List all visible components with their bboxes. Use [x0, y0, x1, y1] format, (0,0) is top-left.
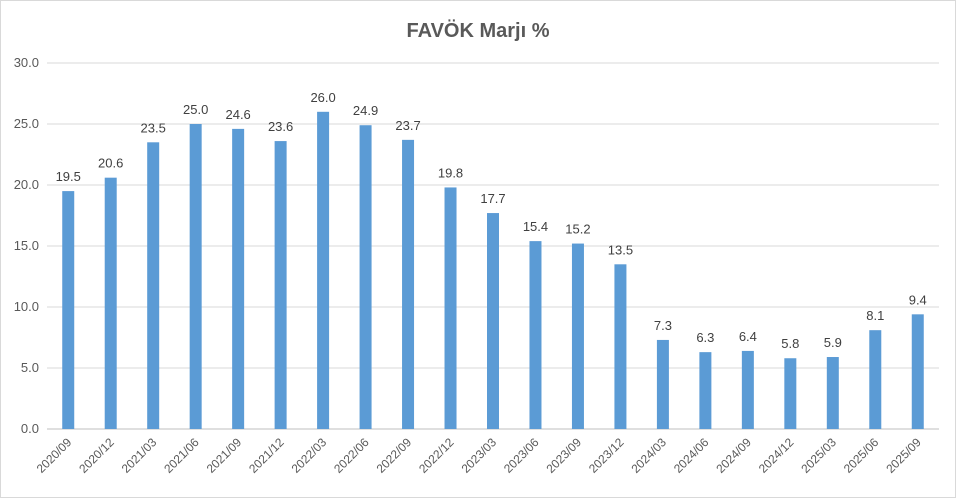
bar [869, 330, 882, 429]
bar [529, 241, 542, 429]
data-label: 13.5 [608, 242, 633, 257]
data-label: 23.5 [141, 120, 166, 135]
bar [232, 128, 245, 429]
data-label: 24.6 [225, 107, 250, 122]
data-label: 19.8 [438, 165, 463, 180]
x-tick-label: 2025/03 [798, 435, 839, 476]
bar [104, 177, 117, 429]
x-tick-label: 2020/12 [76, 435, 117, 476]
x-tick-label: 2021/06 [161, 435, 202, 476]
bar [911, 314, 924, 429]
chart-title: FAVÖK Marjı % [407, 19, 550, 42]
y-tick-label: 10.0 [14, 299, 39, 314]
data-label: 26.0 [310, 90, 335, 105]
x-tick-label: 2023/03 [459, 435, 500, 476]
y-tick-label: 25.0 [14, 116, 39, 131]
bar [189, 124, 202, 429]
bar [699, 352, 712, 429]
data-label: 5.9 [824, 335, 842, 350]
bar [317, 111, 330, 430]
data-label: 8.1 [866, 308, 884, 323]
x-tick-label: 2024/12 [756, 435, 797, 476]
y-tick-label: 30.0 [14, 55, 39, 70]
data-label: 19.5 [56, 169, 81, 184]
bar [62, 191, 75, 429]
data-label: 25.0 [183, 102, 208, 117]
y-tick-label: 5.0 [21, 360, 39, 375]
x-tick-label: 2025/09 [883, 435, 924, 476]
data-label: 23.6 [268, 119, 293, 134]
y-tick-label: 0.0 [21, 421, 39, 436]
y-tick-label: 15.0 [14, 238, 39, 253]
data-label: 17.7 [480, 191, 505, 206]
bar [741, 350, 754, 429]
bar [274, 141, 287, 429]
y-axis-ticks: 0.0 5.0 10.0 15.0 20.0 25.0 30.0 [14, 55, 39, 436]
x-tick-label: 2022/09 [374, 435, 415, 476]
x-tick-label: 2023/12 [586, 435, 627, 476]
bar [656, 339, 669, 429]
bar [444, 187, 457, 429]
bar [826, 357, 839, 429]
bars [62, 111, 924, 430]
x-tick-label: 2021/09 [204, 435, 245, 476]
bar [571, 243, 584, 429]
x-tick-label: 2022/12 [416, 435, 457, 476]
data-label: 24.9 [353, 103, 378, 118]
data-label: 9.4 [909, 292, 927, 307]
bar [147, 142, 160, 430]
data-label: 23.7 [395, 118, 420, 133]
x-tick-label: 2021/12 [246, 435, 287, 476]
data-label: 15.4 [523, 219, 548, 234]
x-tick-label: 2024/03 [628, 435, 669, 476]
x-tick-label: 2023/09 [543, 435, 584, 476]
data-label: 6.4 [739, 329, 757, 344]
data-labels: 19.5 20.6 23.5 25.0 24.6 23.6 26.0 24.9 23.7 19.8… [56, 90, 927, 351]
x-tick-label: 2021/03 [119, 435, 160, 476]
data-label: 6.3 [696, 330, 714, 345]
x-axis-ticks: 2020/09 2020/12 2021/03 2021/06 2021/09 2021/… [34, 435, 924, 476]
bar [487, 213, 499, 429]
x-tick-label: 2024/09 [713, 435, 754, 476]
data-label: 7.3 [654, 318, 672, 333]
x-tick-label: 2022/06 [331, 435, 372, 476]
x-tick-label: 2025/06 [841, 435, 882, 476]
x-tick-label: 2024/06 [671, 435, 712, 476]
data-label: 5.8 [781, 336, 799, 351]
bar [784, 358, 797, 429]
x-tick-label: 2023/06 [501, 435, 542, 476]
data-label: 15.2 [565, 222, 590, 237]
data-label: 20.6 [98, 156, 123, 171]
x-tick-label: 2020/09 [34, 435, 75, 476]
bar [359, 125, 372, 429]
y-tick-label: 20.0 [14, 177, 39, 192]
x-tick-label: 2022/03 [289, 435, 330, 476]
bar [402, 139, 415, 430]
bar [614, 264, 627, 429]
